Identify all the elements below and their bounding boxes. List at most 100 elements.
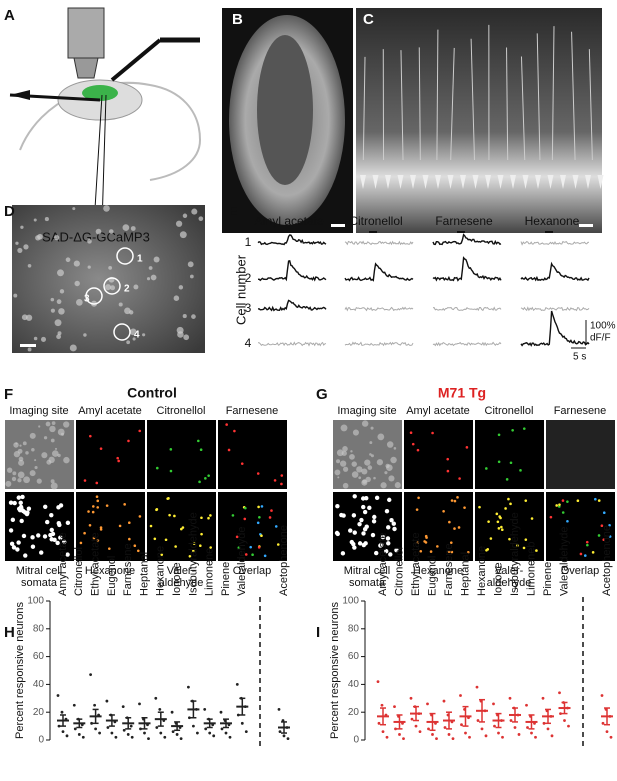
cell <box>50 297 55 302</box>
cell <box>95 481 99 485</box>
cell <box>388 552 393 557</box>
dendrite <box>470 38 475 161</box>
cell <box>148 266 153 270</box>
data-point <box>530 731 533 735</box>
cell <box>132 337 136 341</box>
tile-label: Overlap <box>233 565 272 577</box>
data-point <box>228 735 232 739</box>
data-point <box>57 724 61 728</box>
cell <box>74 280 80 287</box>
data-point <box>60 710 64 714</box>
trace <box>258 341 327 347</box>
cell <box>110 285 116 291</box>
stimulus-bar <box>282 231 290 233</box>
category-label: Valeraldehyde <box>558 526 570 596</box>
cell <box>200 516 203 520</box>
category-label: Hexanone <box>155 546 167 596</box>
data-point <box>460 723 463 727</box>
data-point <box>492 702 495 706</box>
tile-label: Amyl acetate <box>78 405 142 417</box>
data-point <box>558 691 561 695</box>
soma <box>572 175 579 189</box>
cell <box>43 436 48 440</box>
cell <box>497 460 501 464</box>
panel-letter: I <box>316 624 320 641</box>
cell <box>357 521 362 527</box>
cell <box>48 532 53 538</box>
cell <box>389 517 394 523</box>
cell <box>244 506 247 510</box>
cell <box>361 531 366 536</box>
cell <box>336 449 344 457</box>
cell <box>179 231 187 239</box>
cell <box>89 434 92 438</box>
data-point <box>130 735 134 739</box>
cell <box>58 503 64 508</box>
cell <box>35 235 41 241</box>
cell <box>193 542 196 545</box>
cell <box>393 447 397 450</box>
cell <box>8 528 14 533</box>
cell <box>352 530 357 535</box>
data-point <box>609 735 613 739</box>
cell <box>453 527 456 530</box>
cell <box>91 510 95 514</box>
data-point <box>89 673 92 677</box>
cell <box>182 213 188 219</box>
cell <box>150 274 157 281</box>
tile-label: Imaging site <box>9 405 68 417</box>
data-point <box>475 685 479 689</box>
cell <box>96 506 100 509</box>
cell <box>374 550 379 556</box>
cell <box>51 421 56 425</box>
cell <box>16 540 21 545</box>
cell <box>207 516 210 520</box>
cell <box>138 515 142 518</box>
cell <box>390 456 397 464</box>
cell <box>180 527 183 531</box>
data-point <box>380 703 384 707</box>
data-point <box>286 737 290 741</box>
cell <box>409 431 413 434</box>
data-point <box>203 708 207 711</box>
cell <box>358 476 362 480</box>
cell <box>351 513 357 518</box>
cell <box>519 469 522 472</box>
cell <box>411 442 415 446</box>
cell <box>231 514 235 517</box>
data-point <box>73 727 77 731</box>
cell <box>386 525 391 530</box>
cell <box>9 541 15 546</box>
soma <box>510 175 516 189</box>
cell <box>21 533 27 539</box>
soma <box>522 175 529 189</box>
data-point <box>447 733 451 736</box>
cell <box>442 509 445 513</box>
cell <box>123 503 126 506</box>
category-label: Heptanal <box>138 552 150 596</box>
cell <box>371 519 377 524</box>
cell <box>233 429 236 433</box>
y-tick-label: 20 <box>348 707 360 718</box>
cell <box>60 432 65 436</box>
cell <box>8 500 14 505</box>
cell <box>5 480 12 487</box>
data-point <box>567 724 570 728</box>
category-label: Farnesene <box>443 543 455 596</box>
cell <box>339 512 344 518</box>
cell <box>376 459 384 466</box>
cell <box>419 549 423 553</box>
cell <box>362 509 368 515</box>
data-point <box>534 735 537 739</box>
data-point <box>240 721 244 725</box>
data-point <box>381 730 385 734</box>
cell <box>136 549 140 553</box>
cell <box>386 441 394 448</box>
cell <box>360 496 366 501</box>
odor-label: Citronellol <box>349 214 402 228</box>
cell <box>130 226 136 231</box>
soma <box>447 175 454 189</box>
cell <box>260 505 264 508</box>
data-point <box>426 702 429 706</box>
cell <box>65 257 71 263</box>
